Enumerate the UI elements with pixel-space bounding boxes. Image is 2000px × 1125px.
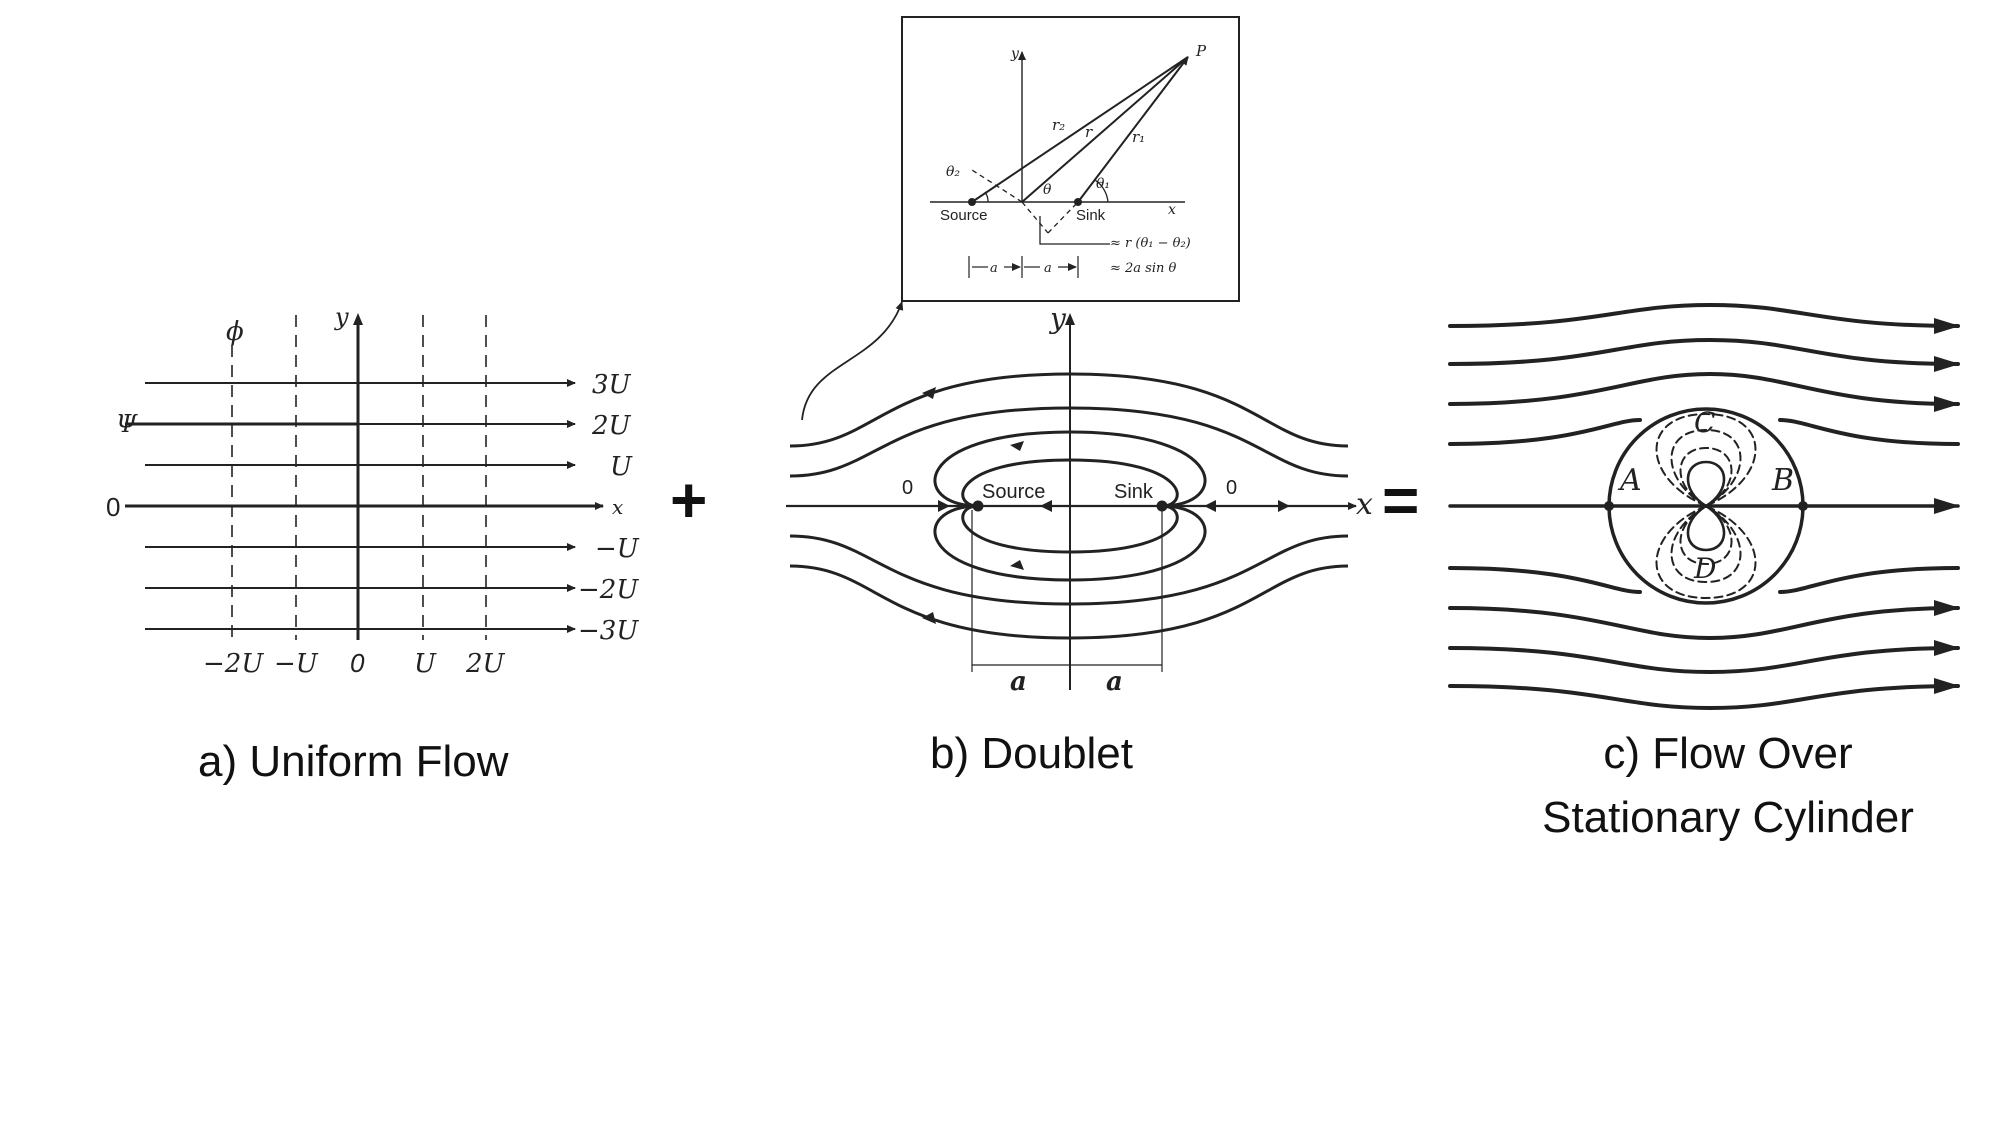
doublet-panel — [786, 313, 1357, 690]
caption-cylinder-line2: Stationary Cylinder — [1542, 793, 1914, 842]
doublet-stagnation-right: 0 — [1226, 477, 1237, 499]
potential-label-0: 0 — [350, 648, 365, 678]
caption-uniform-flow: a) Uniform Flow — [198, 737, 509, 786]
cylinder-labels: A B C D c) Flow Over Stationary Cylinder — [1542, 406, 1914, 842]
inset-a-right: a — [1044, 261, 1052, 276]
inset-source-label: Source — [940, 207, 988, 224]
phi-label: ϕ — [226, 317, 244, 347]
stream-value-labels: 3U 2U U x −U −2U −3U — [578, 370, 640, 646]
inset-r-label: r — [1085, 123, 1093, 141]
potential-lines — [231, 315, 487, 640]
doublet-source-label: Source — [982, 481, 1045, 503]
potential-label-neg-u: −U — [274, 649, 319, 679]
doublet-geometry-inset: P y x r₂ r r₁ θ θ₁ θ₂ Source Sink ≈ r (θ… — [901, 16, 1240, 302]
stream-label-neg-3u: −3U — [578, 616, 639, 646]
doublet-labels: y x Source Sink 0 0 a a b) Doublet — [902, 302, 1373, 778]
inset-theta-label: θ — [1043, 182, 1052, 198]
potential-value-labels: −2U −U 0 U 2U — [203, 648, 506, 679]
inset-theta1-label: θ₁ — [1096, 176, 1110, 192]
dimension-a-left: a — [1010, 667, 1027, 697]
stream-label-2u: 2U — [591, 411, 632, 441]
inset-y-label: y — [1010, 46, 1020, 62]
equals-operator: = — [1382, 464, 1419, 536]
inset-a-left: a — [990, 261, 998, 276]
inset-r1-label: r₁ — [1132, 128, 1145, 146]
doublet-stagnation-left: 0 — [902, 477, 913, 499]
inset-approx-2: ≈ 2a sin θ — [1110, 261, 1177, 276]
point-d-label: D — [1693, 552, 1716, 585]
inset-pointer-arrow — [801, 301, 904, 421]
inset-r2-label: r₂ — [1052, 116, 1065, 134]
point-a-label: A — [1617, 463, 1642, 498]
potential-label-neg-2u: −2U — [203, 649, 264, 679]
inset-sink-label: Sink — [1076, 207, 1106, 224]
doublet-x-label: x — [1356, 487, 1373, 522]
stream-label-3u: 3U — [592, 370, 632, 400]
stream-label-neg-u: −U — [595, 534, 640, 564]
cylinder-flow-panel — [1448, 302, 1960, 711]
potential-label-2u: 2U — [465, 649, 506, 679]
stream-label-u: U — [610, 452, 633, 482]
inset-x-label: x — [1168, 202, 1176, 218]
doublet-y-label: y — [1048, 302, 1067, 335]
plus-operator: + — [670, 464, 707, 536]
doublet-sink-label: Sink — [1114, 481, 1154, 503]
inset-approx-1: ≈ r (θ₁ − θ₂) — [1110, 236, 1191, 251]
y-axis-label: y — [334, 303, 349, 331]
point-c-label: C — [1694, 406, 1715, 439]
origin-label: 0 — [106, 492, 120, 522]
uniform-streamlines — [125, 379, 604, 633]
potential-label-u: U — [414, 649, 437, 679]
x-axis-label: x — [612, 495, 623, 519]
point-b-label: B — [1771, 463, 1794, 498]
psi-label: Ψ — [116, 410, 138, 438]
inset-theta2-label: θ₂ — [946, 164, 960, 180]
caption-cylinder-line1: c) Flow Over — [1603, 729, 1852, 778]
inset-p-label: P — [1195, 42, 1207, 60]
dimension-a-right: a — [1106, 667, 1123, 697]
uniform-flow-panel: ϕ y Ψ 0 3U 2U U x −U −2U −3U −2U −U 0 U … — [106, 303, 640, 786]
caption-doublet: b) Doublet — [930, 729, 1133, 778]
stream-label-neg-2u: −2U — [578, 575, 639, 605]
